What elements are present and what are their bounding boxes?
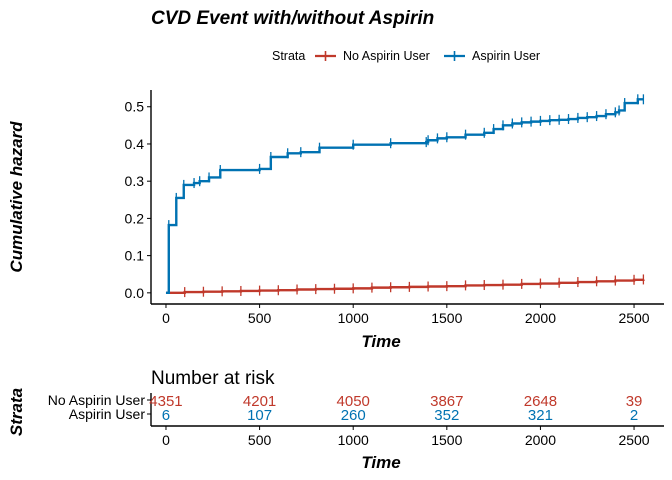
risk-cell: 4050	[337, 393, 370, 410]
risk-row-label: No Aspirin User	[48, 392, 146, 408]
risk-cell: 39	[626, 393, 643, 410]
risk-y-axis-title: Strata	[7, 388, 26, 436]
risk-cell: 352	[434, 407, 459, 424]
chart-title: CVD Event with/without Aspirin	[151, 8, 434, 29]
legend-label-aspirin: Aspirin User	[472, 49, 540, 63]
main-x-tick-label: 500	[248, 310, 272, 326]
main-y-axis-title: Cumulative hazard	[7, 121, 26, 273]
series-line-no-aspirin	[165, 278, 645, 295]
legend: Strata No Aspirin User Aspirin User	[272, 49, 540, 63]
risk-x-tick-label: 500	[248, 432, 272, 448]
risk-cell: 6	[162, 407, 170, 424]
main-y-tick-label: 0.4	[125, 136, 145, 152]
main-y-tick-label: 0.0	[125, 285, 145, 301]
risk-cell: 2	[630, 407, 638, 424]
legend-item-no-aspirin: No Aspirin User	[315, 49, 430, 63]
main-series	[165, 94, 645, 298]
risk-cells: No Aspirin User 4351 4201 4050 3867 2648 39 Asp…	[48, 392, 643, 424]
main-x-tick-label: 2000	[525, 310, 556, 326]
legend-label-no-aspirin: No Aspirin User	[343, 49, 430, 63]
risk-cell: 4351	[149, 393, 182, 410]
risk-cell: 260	[341, 407, 366, 424]
risk-x-tick-label: 2500	[618, 432, 649, 448]
main-y-tick-label: 0.1	[125, 248, 145, 264]
main-y-tick-label: 0.5	[125, 99, 145, 115]
legend-title: Strata	[272, 49, 305, 63]
main-x-tick-label: 1500	[431, 310, 462, 326]
risk-cell: 4201	[243, 393, 276, 410]
risk-table-title: Number at risk	[151, 368, 275, 389]
main-y-tick-label: 0.3	[125, 173, 145, 189]
main-x-tick-label: 0	[162, 310, 170, 326]
risk-x-tick-label: 1000	[338, 432, 369, 448]
risk-row-label: Aspirin User	[69, 406, 146, 422]
risk-x-tick-label: 2000	[525, 432, 556, 448]
risk-cell: 321	[528, 407, 553, 424]
risk-axes: 0 500 1000 1500 2000 2500	[147, 393, 664, 448]
risk-x-tick-label: 0	[162, 432, 170, 448]
main-y-tick-label: 0.2	[125, 210, 145, 226]
risk-cell: 3867	[430, 393, 463, 410]
risk-cell: 2648	[524, 393, 557, 410]
main-x-axis-title: Time	[361, 332, 400, 351]
series-line-aspirin	[165, 98, 644, 295]
main-axes: 0 500 1000 1500 2000 2500 0.0 0.1 0.2 0.3 0.4 0.5	[125, 90, 664, 326]
risk-x-axis-title: Time	[361, 453, 400, 472]
legend-item-aspirin: Aspirin User	[444, 49, 540, 63]
risk-x-tick-label: 1500	[431, 432, 462, 448]
main-x-tick-label: 2500	[618, 310, 649, 326]
risk-cell: 107	[247, 407, 272, 424]
main-x-tick-label: 1000	[338, 310, 369, 326]
